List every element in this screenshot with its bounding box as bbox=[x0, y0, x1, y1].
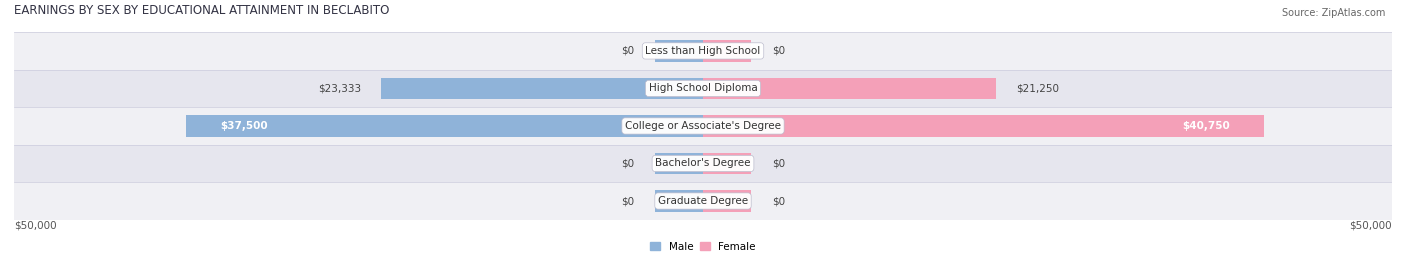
Legend: Male, Female: Male, Female bbox=[645, 237, 761, 256]
Text: $23,333: $23,333 bbox=[318, 83, 361, 94]
Bar bbox=[14, 70, 1392, 107]
Bar bbox=[14, 182, 1392, 220]
Bar bbox=[703, 152, 751, 174]
Bar bbox=[655, 190, 703, 212]
Text: $0: $0 bbox=[772, 46, 785, 56]
Text: Bachelor's Degree: Bachelor's Degree bbox=[655, 158, 751, 169]
Text: Graduate Degree: Graduate Degree bbox=[658, 196, 748, 206]
Bar bbox=[655, 40, 703, 62]
Text: Source: ZipAtlas.com: Source: ZipAtlas.com bbox=[1281, 8, 1385, 18]
Bar bbox=[14, 145, 1392, 182]
Bar bbox=[703, 40, 751, 62]
Text: $0: $0 bbox=[621, 46, 634, 56]
Bar bbox=[703, 77, 995, 99]
Bar bbox=[381, 77, 703, 99]
Bar bbox=[14, 107, 1392, 145]
Text: $37,500: $37,500 bbox=[221, 121, 269, 131]
Text: $50,000: $50,000 bbox=[1350, 221, 1392, 230]
Bar bbox=[703, 190, 751, 212]
Bar bbox=[703, 115, 1264, 137]
Text: $0: $0 bbox=[621, 158, 634, 169]
Text: Less than High School: Less than High School bbox=[645, 46, 761, 56]
Text: $50,000: $50,000 bbox=[14, 221, 56, 230]
Text: $0: $0 bbox=[621, 196, 634, 206]
Text: High School Diploma: High School Diploma bbox=[648, 83, 758, 94]
Text: EARNINGS BY SEX BY EDUCATIONAL ATTAINMENT IN BECLABITO: EARNINGS BY SEX BY EDUCATIONAL ATTAINMEN… bbox=[14, 4, 389, 17]
Text: College or Associate's Degree: College or Associate's Degree bbox=[626, 121, 780, 131]
Bar bbox=[655, 152, 703, 174]
Bar bbox=[14, 32, 1392, 70]
Bar bbox=[186, 115, 703, 137]
Text: $21,250: $21,250 bbox=[1017, 83, 1060, 94]
Text: $0: $0 bbox=[772, 158, 785, 169]
Text: $40,750: $40,750 bbox=[1182, 121, 1230, 131]
Text: $0: $0 bbox=[772, 196, 785, 206]
